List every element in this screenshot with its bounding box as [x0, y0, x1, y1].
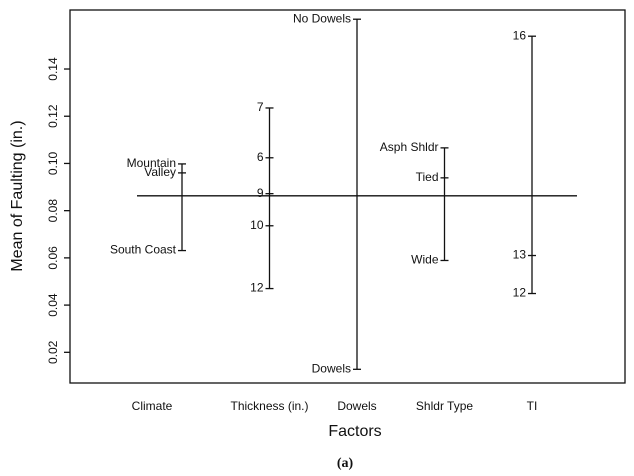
- factor-label: Thickness (in.): [230, 399, 308, 413]
- level-label: 6: [257, 150, 264, 164]
- level-label: 16: [513, 28, 527, 42]
- y-axis-title: Mean of Faulting (in.): [9, 120, 26, 271]
- level-label: No Dowels: [293, 11, 351, 25]
- level-label: 9: [257, 186, 264, 200]
- factor-label: Dowels: [337, 399, 376, 413]
- y-tick-label: 0.10: [46, 151, 60, 175]
- level-label: 7: [257, 100, 264, 114]
- level-label: Wide: [411, 253, 439, 267]
- y-tick-label: 0.08: [46, 199, 60, 223]
- factor-label: Shldr Type: [416, 399, 473, 413]
- y-tick-label: 0.12: [46, 104, 60, 128]
- level-label: Tied: [416, 170, 439, 184]
- y-tick-label: 0.14: [46, 57, 60, 81]
- y-tick-label: 0.04: [46, 293, 60, 317]
- x-axis-title: Factors: [328, 423, 381, 440]
- level-label: Asph Shldr: [380, 140, 439, 154]
- level-label: South Coast: [110, 243, 177, 257]
- level-label: 12: [513, 286, 527, 300]
- y-tick-label: 0.06: [46, 246, 60, 270]
- level-label: 10: [250, 218, 264, 232]
- level-label: Mountain: [127, 156, 176, 170]
- level-label: 13: [513, 248, 527, 262]
- level-label: Valley: [144, 165, 176, 179]
- plot-frame: [69, 9, 626, 384]
- level-label: 12: [250, 281, 264, 295]
- caption: (a): [337, 456, 354, 471]
- factor-label: Climate: [132, 399, 173, 413]
- level-label: Dowels: [312, 361, 351, 375]
- factor-label: TI: [527, 399, 538, 413]
- y-tick-label: 0.02: [46, 340, 60, 364]
